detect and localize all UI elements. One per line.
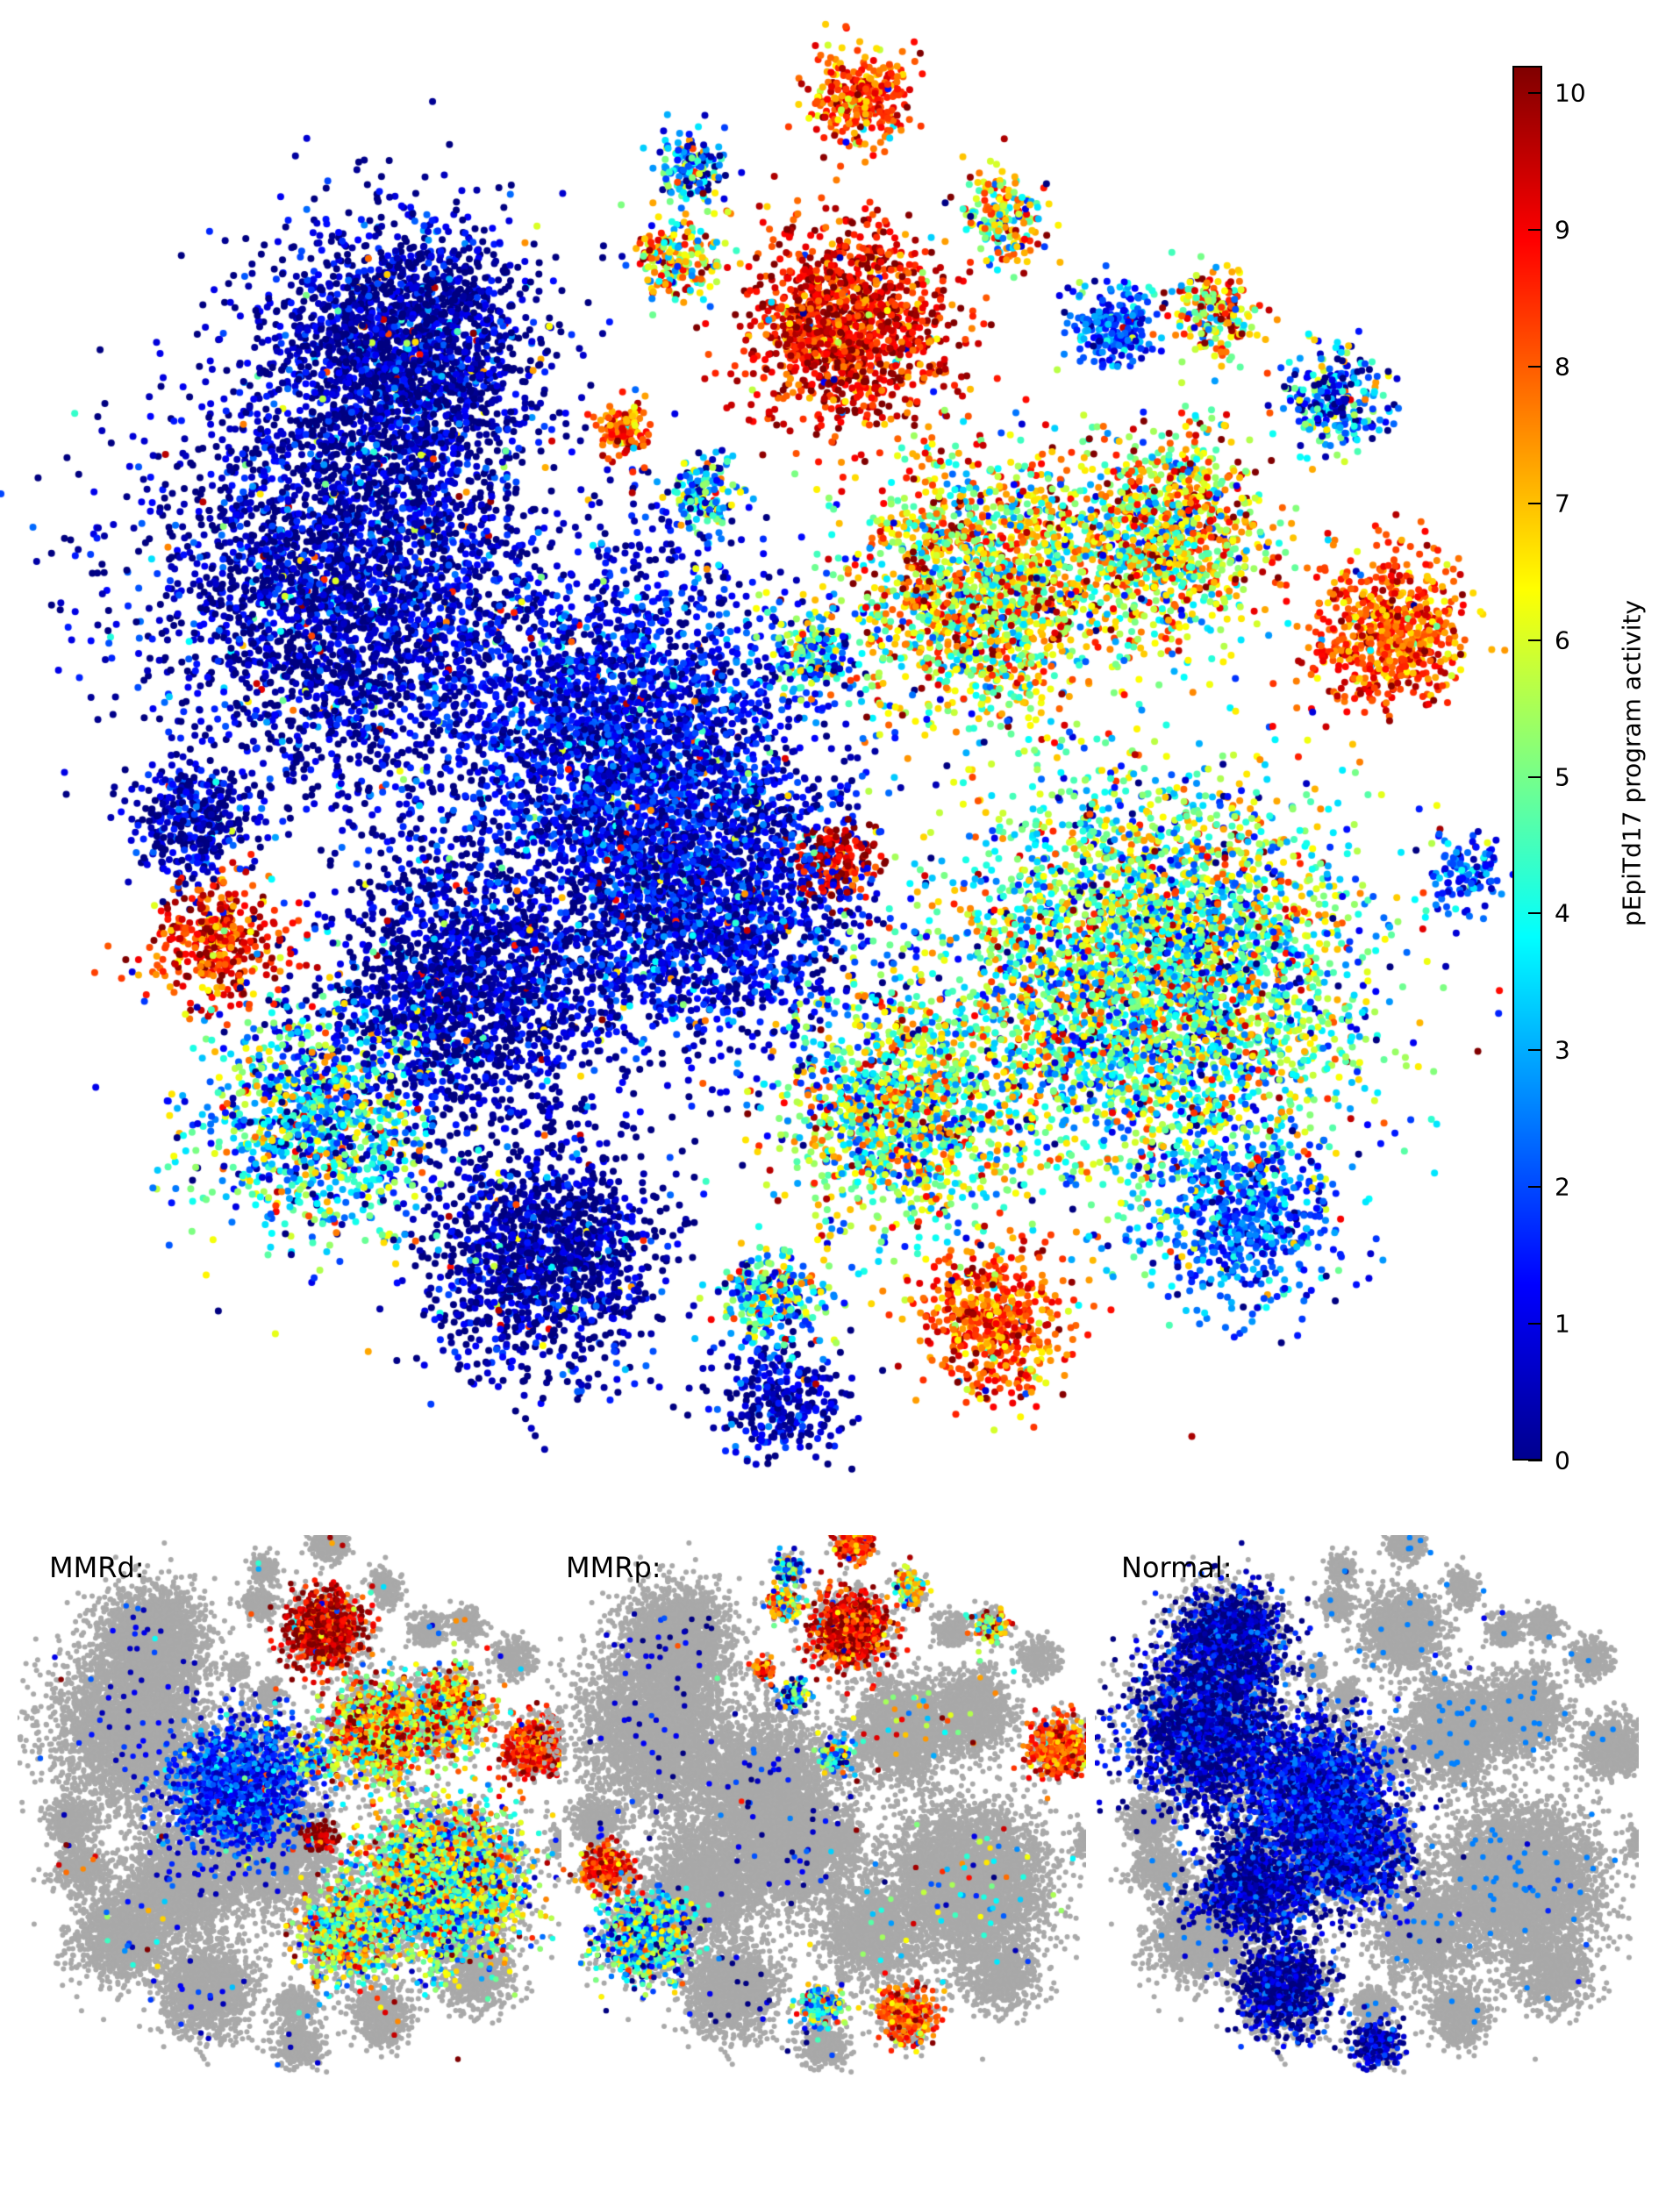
colorbar-label: pEpiTd17 program activity <box>1617 599 1647 927</box>
colorbar-tick-mark <box>1528 502 1542 504</box>
colorbar-tick-mark <box>1528 365 1542 368</box>
colorbar-tick-mark <box>1528 912 1542 915</box>
colorbar-tick-label: 7 <box>1555 489 1570 518</box>
colorbar-tick-label: 0 <box>1555 1446 1570 1475</box>
colorbar-tick-mark <box>1528 1049 1542 1052</box>
colorbar-tick-mark <box>1528 229 1542 232</box>
colorbar-tick-label: 10 <box>1555 78 1586 108</box>
colorbar-tick-label: 5 <box>1555 762 1570 792</box>
mmrp-scatter-panel <box>542 1535 1086 2079</box>
colorbar-tick-label: 1 <box>1555 1309 1570 1339</box>
colorbar-tick-mark <box>1528 1186 1542 1189</box>
panel-label-mmrp: MMRp: <box>566 1551 661 1584</box>
colorbar-tick-label: 9 <box>1555 215 1570 245</box>
colorbar-tick-mark <box>1528 639 1542 641</box>
colorbar-tick-label: 8 <box>1555 352 1570 382</box>
panel-label-mmrd: MMRd: <box>49 1551 145 1584</box>
colorbar-tick-mark <box>1528 1323 1542 1325</box>
colorbar-tick-mark <box>1528 92 1542 95</box>
main-tsne-scatter <box>0 0 1680 1491</box>
colorbar-tick-label: 3 <box>1555 1035 1570 1065</box>
colorbar-tick-label: 4 <box>1555 898 1570 928</box>
colorbar-tick-mark <box>1528 775 1542 778</box>
panel-label-normal: Normal: <box>1121 1551 1233 1584</box>
colorbar <box>1512 66 1542 1461</box>
colorbar-tick-label: 2 <box>1555 1172 1570 1202</box>
mmrd-scatter-panel <box>18 1535 561 2079</box>
colorbar-tick-mark <box>1528 1460 1542 1461</box>
colorbar-tick-label: 6 <box>1555 625 1570 655</box>
normal-scatter-panel <box>1095 1535 1639 2079</box>
